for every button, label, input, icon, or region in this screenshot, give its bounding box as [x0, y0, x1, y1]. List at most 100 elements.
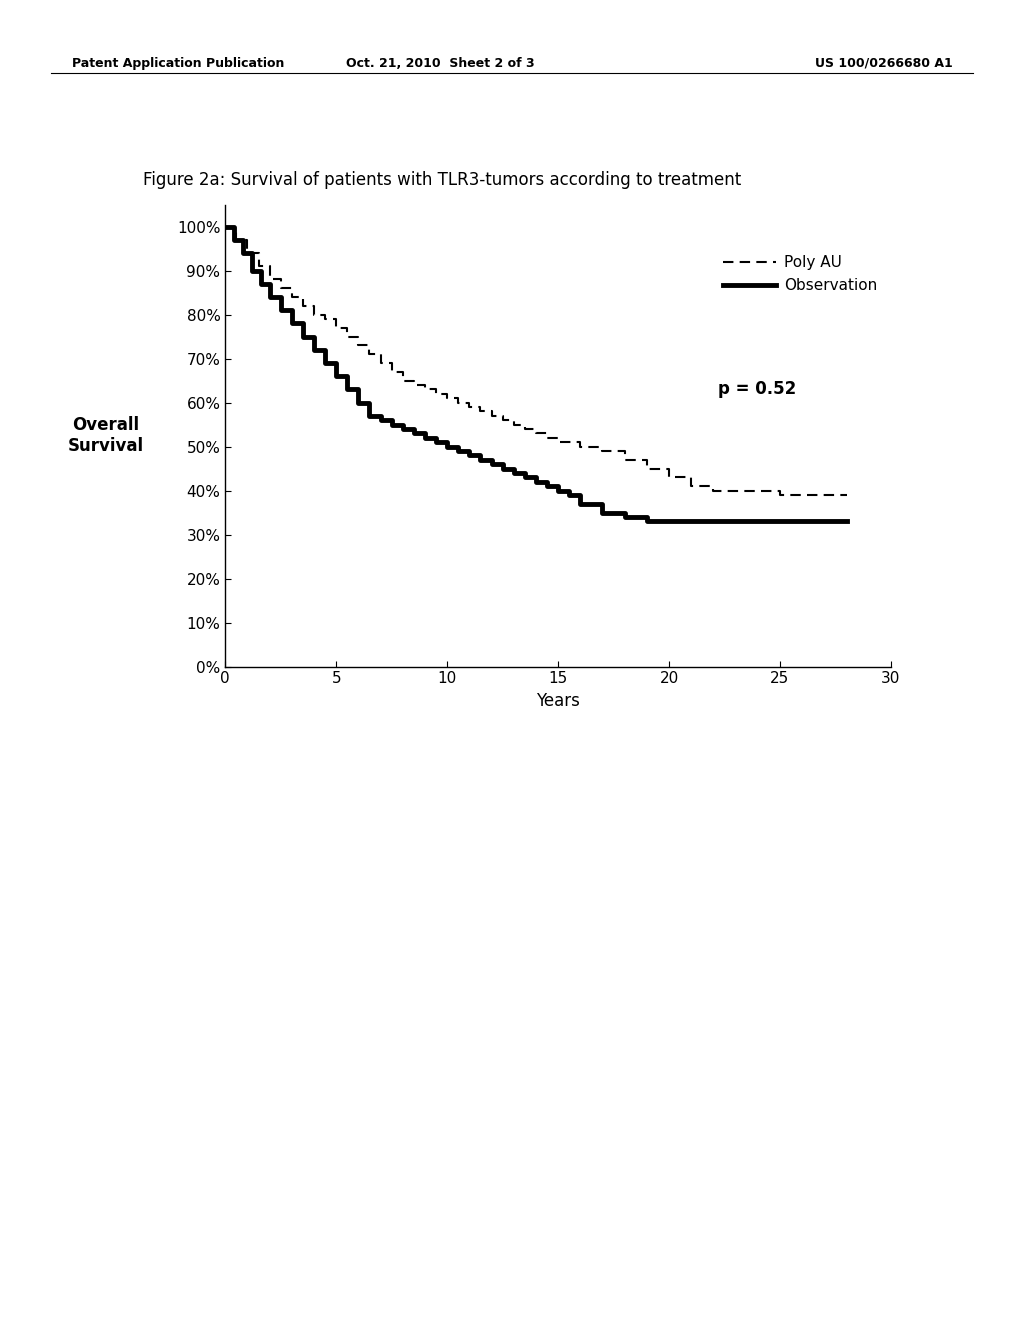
Observation	[596, 504, 608, 520]
Poly AU	[485, 408, 498, 424]
Observation	[219, 219, 231, 235]
Observation	[685, 513, 697, 529]
Observation	[796, 513, 808, 529]
Poly AU	[385, 364, 397, 380]
Poly AU	[508, 417, 520, 433]
Poly AU	[663, 470, 675, 486]
X-axis label: Years: Years	[537, 692, 580, 710]
Poly AU	[375, 355, 387, 371]
Observation	[574, 496, 587, 512]
Observation	[385, 417, 397, 433]
Poly AU	[685, 478, 697, 494]
Observation	[474, 451, 486, 467]
Observation	[319, 355, 332, 371]
Text: Figure 2a: Survival of patients with TLR3-tumors according to treatment: Figure 2a: Survival of patients with TLR…	[143, 170, 741, 189]
Observation	[729, 513, 741, 529]
Poly AU	[618, 451, 631, 467]
Observation	[341, 381, 353, 397]
Poly AU	[752, 483, 764, 499]
Observation	[375, 412, 387, 428]
Poly AU	[396, 372, 409, 388]
Observation	[841, 513, 853, 529]
Poly AU	[552, 434, 564, 450]
Text: Overall
Survival: Overall Survival	[68, 416, 143, 455]
Poly AU	[274, 280, 287, 296]
Poly AU	[518, 421, 530, 437]
Observation	[774, 513, 786, 529]
Poly AU	[242, 246, 254, 261]
Observation	[518, 470, 530, 486]
Observation	[255, 276, 267, 292]
Observation	[641, 513, 653, 529]
Observation	[263, 289, 275, 305]
Observation	[618, 510, 631, 525]
Poly AU	[708, 483, 720, 499]
Poly AU	[574, 438, 587, 454]
Observation	[541, 478, 553, 494]
Text: US 100/0266680 A1: US 100/0266680 A1	[814, 57, 952, 70]
Poly AU	[341, 329, 353, 345]
Poly AU	[297, 298, 309, 314]
Observation	[419, 430, 431, 446]
Poly AU	[252, 259, 264, 275]
Observation	[274, 302, 287, 318]
Observation	[463, 447, 475, 463]
Observation	[663, 513, 675, 529]
Observation	[246, 263, 258, 279]
Poly AU	[774, 487, 786, 503]
Observation	[237, 246, 249, 261]
Observation	[563, 487, 575, 503]
Poly AU	[729, 483, 741, 499]
Observation	[508, 465, 520, 480]
Legend: Poly AU, Observation: Poly AU, Observation	[717, 249, 884, 300]
Poly AU	[408, 378, 420, 393]
Observation	[453, 444, 465, 459]
Observation	[552, 483, 564, 499]
Observation	[430, 434, 442, 450]
Poly AU	[352, 338, 365, 354]
Poly AU	[263, 272, 275, 288]
Observation	[485, 457, 498, 473]
Poly AU	[841, 487, 853, 503]
Observation	[228, 232, 241, 248]
Observation	[441, 438, 454, 454]
Poly AU	[596, 444, 608, 459]
Observation	[352, 395, 365, 411]
Poly AU	[308, 306, 321, 322]
Poly AU	[419, 381, 431, 397]
Poly AU	[497, 412, 509, 428]
Poly AU	[641, 461, 653, 477]
Poly AU	[364, 346, 376, 362]
Observation	[297, 329, 309, 345]
Observation	[286, 315, 298, 331]
Observation	[529, 474, 542, 490]
Text: p = 0.52: p = 0.52	[718, 380, 796, 399]
Text: Patent Application Publication: Patent Application Publication	[72, 57, 284, 70]
Poly AU	[219, 219, 231, 235]
Observation	[497, 461, 509, 477]
Poly AU	[430, 385, 442, 401]
Text: Oct. 21, 2010  Sheet 2 of 3: Oct. 21, 2010 Sheet 2 of 3	[346, 57, 535, 70]
Poly AU	[286, 289, 298, 305]
Poly AU	[541, 430, 553, 446]
Poly AU	[453, 395, 465, 411]
Observation	[708, 513, 720, 529]
Observation	[396, 421, 409, 437]
Line: Observation: Observation	[225, 227, 847, 521]
Observation	[752, 513, 764, 529]
Poly AU	[230, 232, 243, 248]
Poly AU	[441, 391, 454, 407]
Observation	[364, 408, 376, 424]
Observation	[308, 342, 321, 358]
Observation	[408, 425, 420, 441]
Poly AU	[796, 487, 808, 503]
Poly AU	[474, 404, 486, 420]
Poly AU	[463, 399, 475, 414]
Observation	[818, 513, 830, 529]
Poly AU	[330, 319, 342, 335]
Poly AU	[319, 312, 332, 327]
Poly AU	[818, 487, 830, 503]
Poly AU	[529, 425, 542, 441]
Observation	[330, 368, 342, 384]
Line: Poly AU: Poly AU	[225, 227, 847, 495]
